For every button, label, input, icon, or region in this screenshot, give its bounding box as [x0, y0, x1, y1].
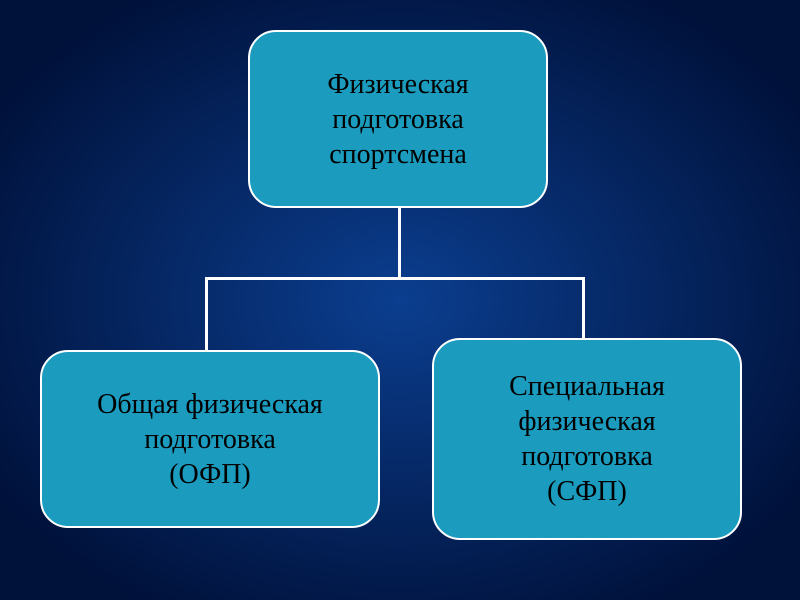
node-root-label: Физическая подготовка спортсмена — [327, 67, 468, 172]
connector-drop-left — [205, 277, 208, 350]
node-root: Физическая подготовка спортсмена — [248, 30, 548, 208]
node-right: Специальная физическая подготовка (СФП) — [432, 338, 742, 540]
connector-hbar — [205, 277, 585, 280]
diagram-stage: Физическая подготовка спортсмена Общая ф… — [0, 0, 800, 600]
connector-drop-right — [582, 277, 585, 338]
node-right-label: Специальная физическая подготовка (СФП) — [509, 369, 665, 509]
node-left-label: Общая физическая подготовка (ОФП) — [97, 387, 323, 492]
connector-trunk — [398, 208, 401, 280]
node-left: Общая физическая подготовка (ОФП) — [40, 350, 380, 528]
